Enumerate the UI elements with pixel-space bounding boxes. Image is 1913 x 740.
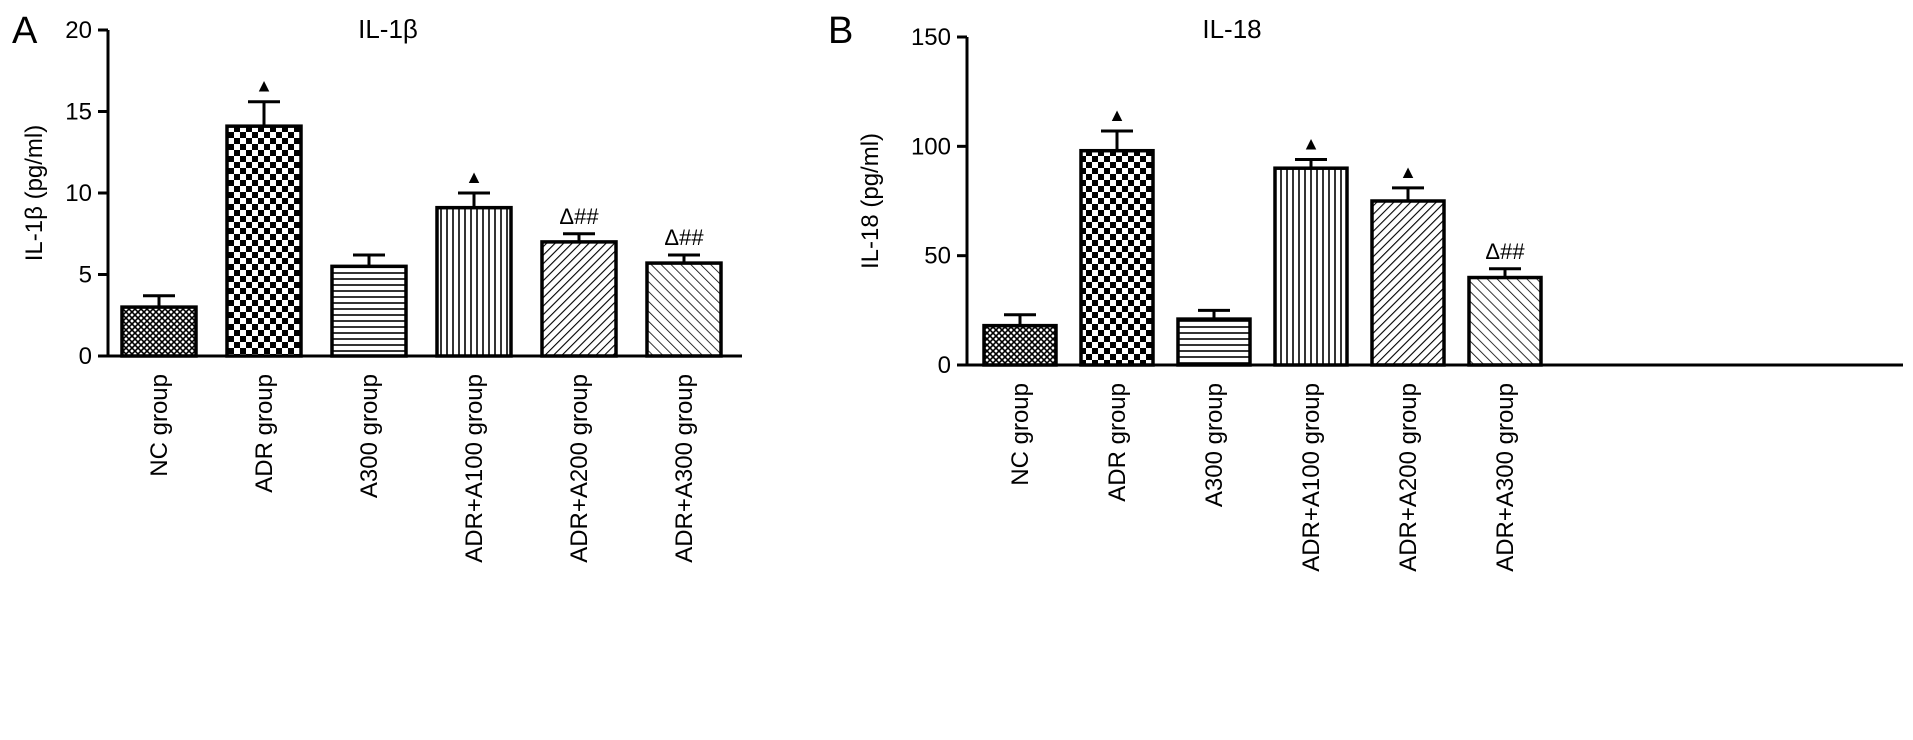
panel-b-bar <box>982 323 1058 367</box>
panel-a-ytick-label: 0 <box>79 343 92 370</box>
panel-a-significance-label: ▲ <box>255 76 273 96</box>
panel-a-y-axis-label: IL-1β (pg/ml) <box>21 125 48 262</box>
panel-a-ytick-label: 10 <box>65 180 92 207</box>
panel-b-yticks: 0 50 100 150 <box>911 24 967 379</box>
panel-b-ytick-label: 150 <box>911 24 951 51</box>
panel-a-annotations: ▲ ▲ Δ## Δ## <box>255 76 704 250</box>
panel-a-category-label: ADR group <box>251 374 278 493</box>
panel-a-significance-label: Δ## <box>559 204 599 229</box>
panel-b-significance-label: ▲ <box>1108 105 1126 125</box>
panel-a-significance-label: Δ## <box>664 225 704 250</box>
panel-a-bars <box>120 124 723 358</box>
panel-a-category-label: ADR+A100 group <box>461 374 488 563</box>
panel-b-significance-label: ▲ <box>1399 162 1417 182</box>
panel-a-title: IL-1β <box>358 14 418 44</box>
panel-a-bar <box>435 205 513 358</box>
panel-a-yticks: 0 5 10 15 20 <box>65 17 108 370</box>
panel-a-bar <box>540 240 618 358</box>
panel-a-category-label: ADR+A300 group <box>671 374 698 563</box>
panel-b-bar <box>1273 166 1349 367</box>
panel-a-letter: A <box>12 10 38 52</box>
panel-a-ytick-label: 20 <box>65 17 92 44</box>
panel-b-category-label: ADR+A100 group <box>1298 383 1325 572</box>
panel-a-ytick-label: 15 <box>65 99 92 126</box>
panel-b-significance-label: Δ## <box>1485 239 1525 264</box>
panel-a-category-label: ADR+A200 group <box>566 374 593 563</box>
panel-a-errorbars <box>143 100 700 308</box>
panel-a-bar <box>330 264 408 358</box>
panel-b-category-label: ADR+A300 group <box>1492 383 1519 572</box>
panel-a-bar <box>120 305 198 358</box>
panel-b-significance-label: ▲ <box>1302 133 1320 153</box>
panel-a-significance-label: ▲ <box>465 167 483 187</box>
panel-a-ytick-label: 5 <box>79 262 92 289</box>
panel-b-category-labels: NC group ADR group A300 group ADR+A100 grou… <box>1007 383 1519 572</box>
panel-b-ytick-label: 50 <box>924 243 951 270</box>
panel-b-bar <box>1467 275 1543 367</box>
panel-a-category-label: NC group <box>146 374 173 477</box>
panel-b-bar <box>1176 317 1252 367</box>
panel-b-category-label: A300 group <box>1201 383 1228 507</box>
panel-a-bar <box>645 261 723 358</box>
panel-b-category-label: ADR group <box>1104 383 1131 502</box>
panel-b-category-label: NC group <box>1007 383 1034 486</box>
panel-b-bar <box>1079 148 1155 367</box>
panel-b-ytick-label: 100 <box>911 133 951 160</box>
panel-b: B IL-18 IL-18 (pg/ml) 0 50 100 150 ▲ ▲ ▲ Δ## N… <box>828 10 1903 572</box>
panel-b-errorbars <box>1004 129 1521 326</box>
panel-b-title: IL-18 <box>1202 14 1261 44</box>
panel-a-category-label: A300 group <box>356 374 383 498</box>
panel-b-annotations: ▲ ▲ ▲ Δ## <box>1108 105 1525 264</box>
panel-b-category-label: ADR+A200 group <box>1395 383 1422 572</box>
panel-b-bars <box>982 148 1543 367</box>
panel-b-bar <box>1370 199 1446 367</box>
panel-a-category-labels: NC group ADR group A300 group ADR+A100 grou… <box>146 374 698 563</box>
panel-b-ytick-label: 0 <box>938 352 951 379</box>
panel-a-bar <box>225 124 303 358</box>
panel-b-y-axis-label: IL-18 (pg/ml) <box>857 133 884 269</box>
panel-b-letter: B <box>828 10 853 52</box>
